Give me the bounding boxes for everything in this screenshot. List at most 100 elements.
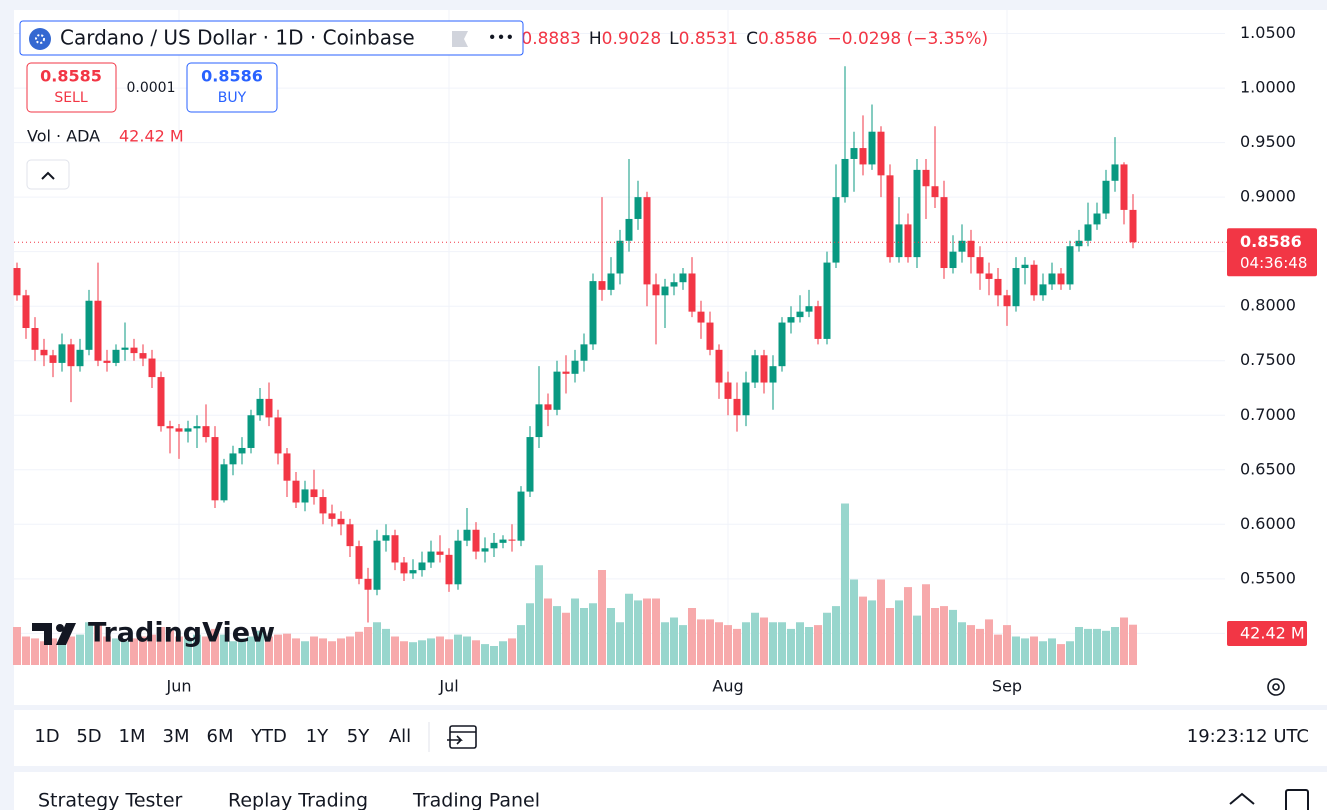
settings-icon[interactable]: [1267, 678, 1285, 696]
candle-body: [715, 349, 723, 383]
volume-bar: [1084, 628, 1092, 665]
bottom-tab[interactable]: Replay Trading: [228, 790, 368, 810]
change: −0.0298 (−3.35%): [827, 29, 988, 49]
candle-body: [895, 224, 903, 258]
volume-bar: [886, 608, 894, 665]
price-box: [1227, 228, 1317, 277]
candle-body: [625, 218, 633, 241]
candle-body: [634, 197, 642, 219]
volume-bar: [616, 622, 624, 665]
range-button[interactable]: 5D: [76, 726, 101, 747]
range-buttons: 1D 5D 1M 3M 6M YTD 1Y 5Y All: [34, 726, 411, 747]
volume-bar: [661, 622, 669, 665]
volume-bar: [733, 628, 741, 665]
volume-bar: [166, 628, 174, 665]
volume-bar: [850, 579, 858, 665]
volume-bar: [1075, 627, 1083, 665]
volume-bar: [391, 636, 399, 665]
range-button[interactable]: 1M: [119, 726, 146, 747]
range-button[interactable]: 6M: [207, 726, 234, 747]
settings-icon-center: [1272, 683, 1280, 691]
candle-body: [1075, 240, 1083, 247]
maximize-button[interactable]: [1285, 789, 1309, 810]
range-button[interactable]: 1D: [34, 726, 59, 747]
symbol-icon-mark: [35, 34, 45, 44]
range-button[interactable]: All: [389, 726, 411, 747]
candle-body: [643, 197, 651, 285]
flag-icon[interactable]: [452, 31, 468, 47]
candle-body: [1129, 209, 1137, 243]
volume-bar: [1003, 625, 1011, 665]
volume-bar: [868, 600, 876, 665]
candle-body: [958, 240, 966, 252]
volume-bar: [202, 636, 210, 665]
candle-body: [256, 398, 264, 416]
volume-bar: [418, 640, 426, 665]
volume-bar: [1120, 617, 1128, 665]
candle-body: [175, 428, 183, 432]
candle-body: [337, 518, 345, 525]
range-button[interactable]: YTD: [250, 726, 287, 747]
candle-body: [148, 358, 156, 378]
volume-bar: [184, 638, 192, 665]
volume-legend-label: Vol · ADA: [27, 127, 100, 146]
price-box-countdown: 04:36:48: [1240, 254, 1307, 272]
logo-mark-t: [32, 623, 52, 645]
volume-bar: [949, 609, 957, 665]
volume-bar: [1039, 641, 1047, 665]
candle-body: [238, 447, 246, 454]
volume-bar: [904, 587, 912, 665]
candle-body: [922, 169, 930, 187]
candle-body: [139, 353, 147, 359]
symbol-box[interactable]: [19, 20, 524, 56]
y-tick-label: 0.9000: [1240, 187, 1296, 206]
collapse-button[interactable]: [26, 159, 70, 190]
candle-body: [94, 300, 102, 361]
volume-bar: [175, 636, 183, 665]
candle-body: [85, 300, 93, 350]
range-button[interactable]: 3M: [163, 726, 190, 747]
bottom-tab[interactable]: Trading Panel: [412, 790, 540, 810]
candle-body: [355, 546, 363, 579]
candle-body: [850, 148, 858, 159]
volume-bar: [841, 503, 849, 665]
buy-button[interactable]: [186, 62, 278, 113]
more-button[interactable]: •••: [488, 29, 515, 47]
bottom-tab[interactable]: Strategy Tester: [38, 790, 183, 810]
volume-bar: [58, 641, 66, 665]
candle-body: [1057, 273, 1065, 285]
volume-bar: [706, 619, 714, 665]
volume-bar: [148, 634, 156, 665]
candle-body: [193, 426, 201, 429]
spread: 0.0001: [127, 80, 176, 96]
candle-body: [544, 404, 552, 410]
date-range-icon[interactable]: [447, 725, 477, 749]
volume-bar: [301, 641, 309, 665]
candle-body: [1048, 273, 1056, 285]
candle-body: [67, 344, 75, 367]
candle-body: [292, 480, 300, 503]
range-button[interactable]: 5Y: [347, 726, 370, 747]
candle-body: [1111, 164, 1119, 181]
volume-bar: [679, 625, 687, 665]
volume-bar: [274, 634, 282, 665]
volume-bar: [94, 625, 102, 665]
volume-bar: [328, 641, 336, 665]
range-button[interactable]: 1Y: [306, 726, 329, 747]
panel-toggle[interactable]: [1229, 792, 1255, 805]
symbol-title: Cardano / US Dollar · 1D · Coinbase: [60, 26, 415, 50]
candle-body: [886, 175, 894, 258]
volume-bar: [553, 606, 561, 665]
volume-bar: [760, 617, 768, 665]
candle-body: [202, 426, 210, 438]
volume-bar: [652, 598, 660, 665]
candle-body: [49, 355, 57, 363]
candle-body: [319, 497, 327, 514]
candle-body: [1120, 164, 1128, 210]
volume-bar: [40, 641, 48, 665]
volume-bar: [1021, 638, 1029, 665]
h-value: 0.9028: [602, 29, 661, 49]
sell-button[interactable]: [26, 62, 117, 113]
candle-body: [472, 529, 480, 552]
